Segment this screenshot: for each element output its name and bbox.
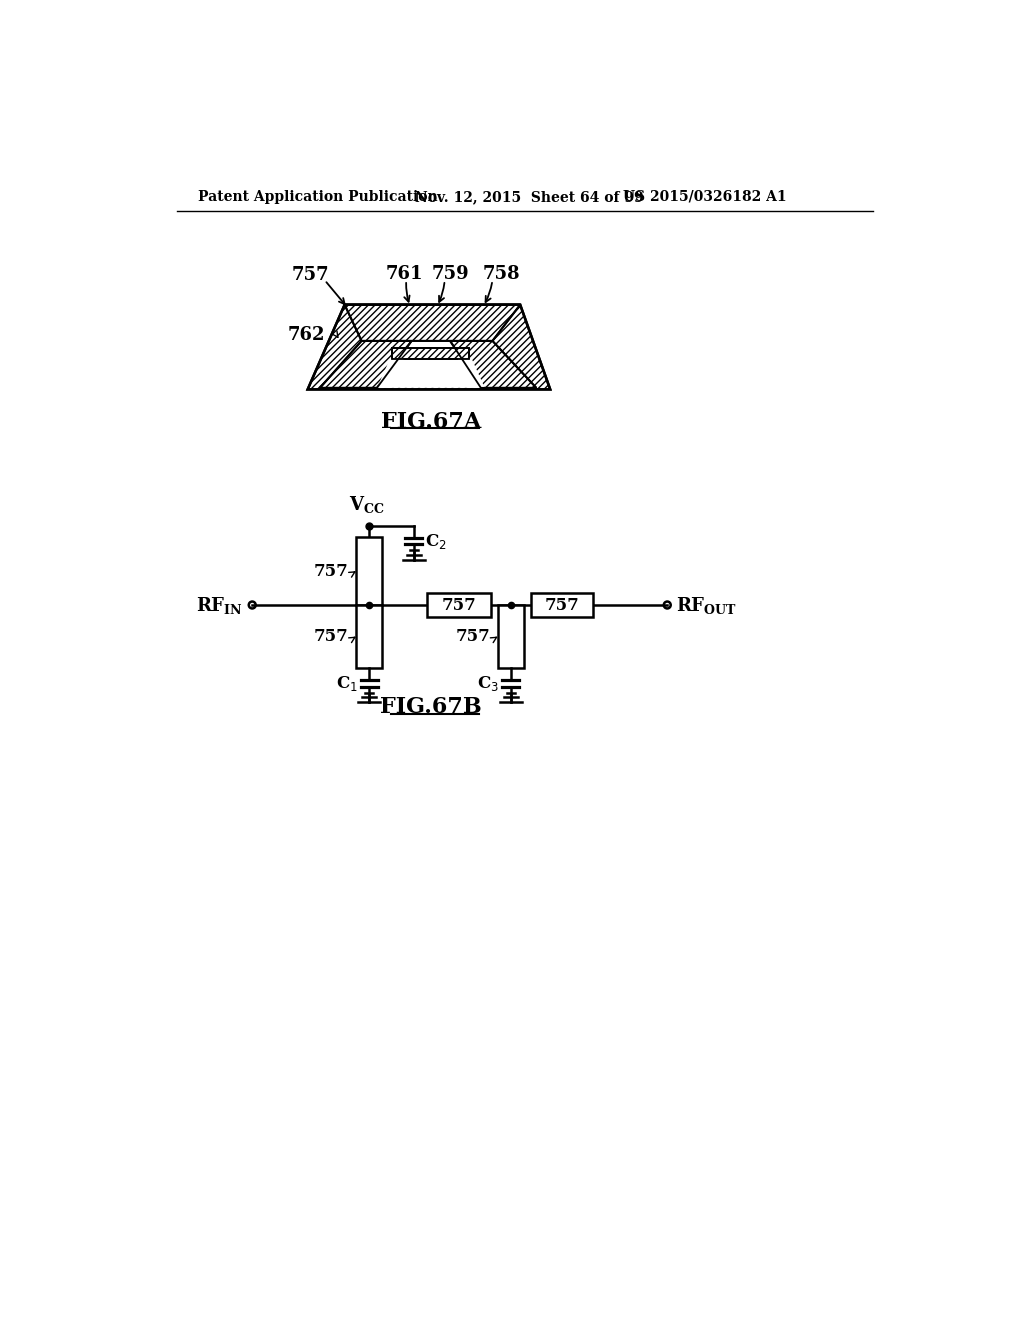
- Text: 757: 757: [313, 562, 348, 579]
- Polygon shape: [377, 341, 481, 388]
- Text: Nov. 12, 2015  Sheet 64 of 99: Nov. 12, 2015 Sheet 64 of 99: [416, 190, 644, 203]
- Bar: [356, 605, 382, 668]
- Text: C$_2$: C$_2$: [425, 532, 447, 550]
- Polygon shape: [307, 305, 550, 389]
- Text: C$_3$: C$_3$: [477, 675, 500, 693]
- Text: 757: 757: [313, 628, 348, 645]
- Text: 762: 762: [288, 326, 326, 345]
- Text: 757: 757: [456, 628, 490, 645]
- Text: 759: 759: [431, 265, 469, 282]
- Text: 757: 757: [292, 267, 330, 284]
- Text: Patent Application Publication: Patent Application Publication: [199, 190, 438, 203]
- Bar: [356, 537, 382, 605]
- Text: US 2015/0326182 A1: US 2015/0326182 A1: [624, 190, 787, 203]
- Polygon shape: [451, 341, 537, 388]
- Text: C$_1$: C$_1$: [336, 675, 357, 693]
- Text: 758: 758: [483, 265, 520, 282]
- Bar: [498, 605, 524, 668]
- Text: 761: 761: [385, 265, 423, 282]
- Polygon shape: [377, 359, 403, 388]
- Polygon shape: [319, 341, 412, 388]
- Polygon shape: [345, 305, 520, 341]
- Text: FIG.67A: FIG.67A: [381, 411, 481, 433]
- Text: FIG.67B: FIG.67B: [380, 697, 481, 718]
- Bar: [427, 594, 490, 616]
- Polygon shape: [392, 348, 469, 359]
- Polygon shape: [458, 359, 484, 388]
- Text: V$_{\mathregular{CC}}$: V$_{\mathregular{CC}}$: [349, 494, 385, 515]
- Text: 757: 757: [545, 597, 580, 614]
- Bar: [531, 594, 593, 616]
- Text: RF$_{\mathregular{OUT}}$: RF$_{\mathregular{OUT}}$: [677, 594, 737, 615]
- Text: 757: 757: [441, 597, 476, 614]
- Text: RF$_{\mathregular{IN}}$: RF$_{\mathregular{IN}}$: [197, 594, 243, 615]
